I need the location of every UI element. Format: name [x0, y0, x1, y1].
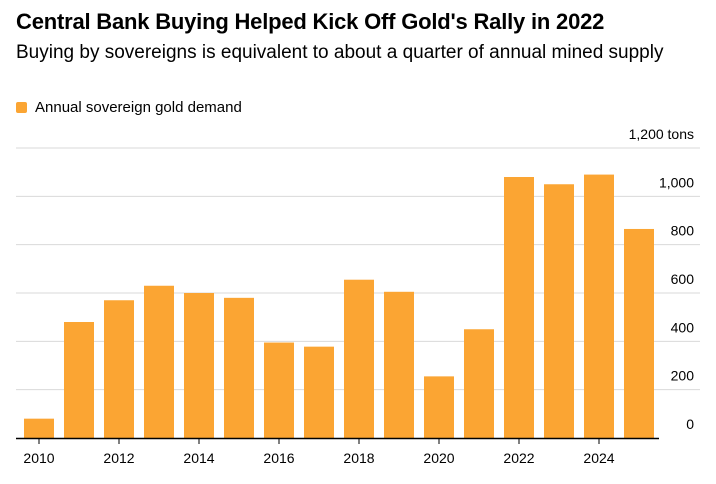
- bar-2023: [544, 184, 574, 438]
- y-tick-label: 800: [671, 223, 695, 239]
- bar-2016: [264, 342, 294, 438]
- chart-subtitle: Buying by sovereigns is equivalent to ab…: [16, 42, 664, 63]
- bar-2018: [344, 279, 374, 438]
- bar-2017: [304, 346, 334, 438]
- legend-label: Annual sovereign gold demand: [35, 99, 242, 116]
- bar-2022: [504, 177, 534, 438]
- x-tick-label: 2010: [23, 450, 54, 466]
- y-tick-label: 600: [671, 271, 695, 287]
- y-tick-label: 200: [671, 368, 695, 384]
- y-tick-label: 0: [686, 416, 694, 432]
- bar-2025: [624, 228, 654, 438]
- x-tick-label: 2022: [503, 450, 534, 466]
- bar-2024: [584, 174, 614, 439]
- bar-2020: [424, 376, 454, 438]
- legend: Annual sovereign gold demand: [16, 99, 242, 116]
- y-tick-label: 400: [671, 319, 695, 335]
- bar-2019: [384, 291, 414, 438]
- x-tick-label: 2012: [103, 450, 134, 466]
- y-tick-label: 1,000: [659, 174, 694, 190]
- bar-2021: [464, 329, 494, 438]
- x-tick-label: 2018: [343, 450, 374, 466]
- bar-2014: [184, 293, 214, 438]
- y-tick-label: 1,200 tons: [629, 126, 694, 142]
- bar-2012: [104, 300, 134, 438]
- x-tick-label: 2024: [583, 450, 614, 466]
- bar-2015: [224, 297, 254, 438]
- x-tick-label: 2016: [263, 450, 294, 466]
- x-tick-label: 2014: [183, 450, 214, 466]
- bar-2011: [64, 322, 94, 438]
- chart-title: Central Bank Buying Helped Kick Off Gold…: [16, 9, 605, 34]
- bar-2013: [144, 285, 174, 438]
- legend-swatch: [16, 102, 27, 113]
- x-tick-label: 2020: [423, 450, 454, 466]
- bar-2010: [24, 418, 54, 438]
